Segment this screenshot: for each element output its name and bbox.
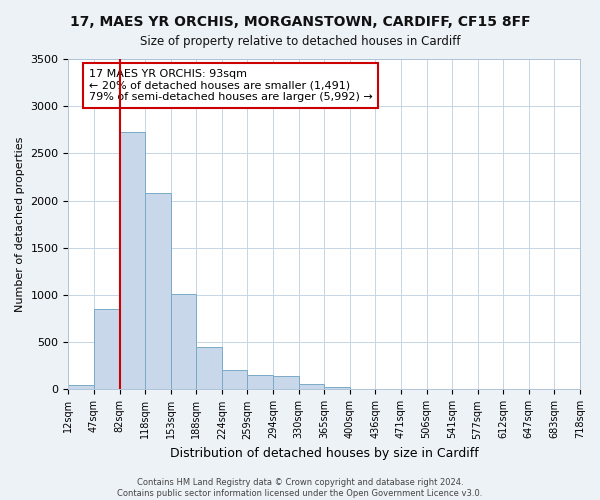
- Bar: [299, 384, 324, 390]
- Text: Size of property relative to detached houses in Cardiff: Size of property relative to detached ho…: [140, 35, 460, 48]
- Bar: [145, 193, 171, 390]
- Bar: [350, 388, 376, 390]
- Bar: [94, 309, 119, 390]
- Text: 17, MAES YR ORCHIS, MORGANSTOWN, CARDIFF, CF15 8FF: 17, MAES YR ORCHIS, MORGANSTOWN, CARDIFF…: [70, 15, 530, 29]
- Bar: [68, 384, 94, 390]
- Y-axis label: Number of detached properties: Number of detached properties: [15, 136, 25, 312]
- Bar: [324, 386, 350, 390]
- Bar: [171, 294, 196, 390]
- Bar: [222, 370, 247, 390]
- Bar: [196, 347, 222, 390]
- X-axis label: Distribution of detached houses by size in Cardiff: Distribution of detached houses by size …: [170, 447, 479, 460]
- Bar: [273, 376, 299, 390]
- Text: Contains HM Land Registry data © Crown copyright and database right 2024.
Contai: Contains HM Land Registry data © Crown c…: [118, 478, 482, 498]
- Text: 17 MAES YR ORCHIS: 93sqm
← 20% of detached houses are smaller (1,491)
79% of sem: 17 MAES YR ORCHIS: 93sqm ← 20% of detach…: [89, 69, 373, 102]
- Bar: [247, 376, 273, 390]
- Bar: [119, 132, 145, 390]
